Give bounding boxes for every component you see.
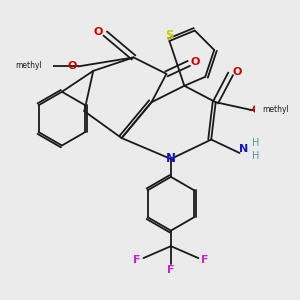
Text: O: O xyxy=(232,68,242,77)
Text: methyl: methyl xyxy=(17,62,47,71)
Text: methyl: methyl xyxy=(17,63,41,69)
Text: methyl: methyl xyxy=(21,62,50,71)
Text: methyl: methyl xyxy=(262,106,290,115)
Bar xyxy=(9,57,50,75)
Text: O: O xyxy=(94,27,103,37)
Text: S: S xyxy=(165,29,174,42)
Text: N: N xyxy=(239,144,249,154)
Bar xyxy=(17,57,47,75)
Text: O: O xyxy=(67,61,76,71)
Bar xyxy=(256,102,295,118)
Bar xyxy=(255,102,296,118)
Text: methyl: methyl xyxy=(16,61,42,70)
Text: methyl: methyl xyxy=(14,62,44,71)
Text: F: F xyxy=(133,255,141,265)
Text: F: F xyxy=(167,265,175,275)
Text: methyl: methyl xyxy=(17,63,41,69)
Bar xyxy=(14,57,49,75)
Text: H: H xyxy=(252,137,260,148)
Bar xyxy=(7,58,52,74)
Text: O: O xyxy=(252,105,261,115)
Text: O: O xyxy=(191,57,200,67)
Bar xyxy=(6,57,52,75)
Bar xyxy=(6,57,53,75)
Text: methyl: methyl xyxy=(14,62,44,71)
Text: methyl: methyl xyxy=(263,107,288,113)
Text: F: F xyxy=(201,255,209,265)
Bar xyxy=(10,57,49,75)
Bar xyxy=(254,101,296,119)
Text: H: H xyxy=(252,151,260,161)
Text: methyl: methyl xyxy=(17,63,41,69)
Text: methyl: methyl xyxy=(263,107,288,113)
Text: N: N xyxy=(166,152,176,166)
